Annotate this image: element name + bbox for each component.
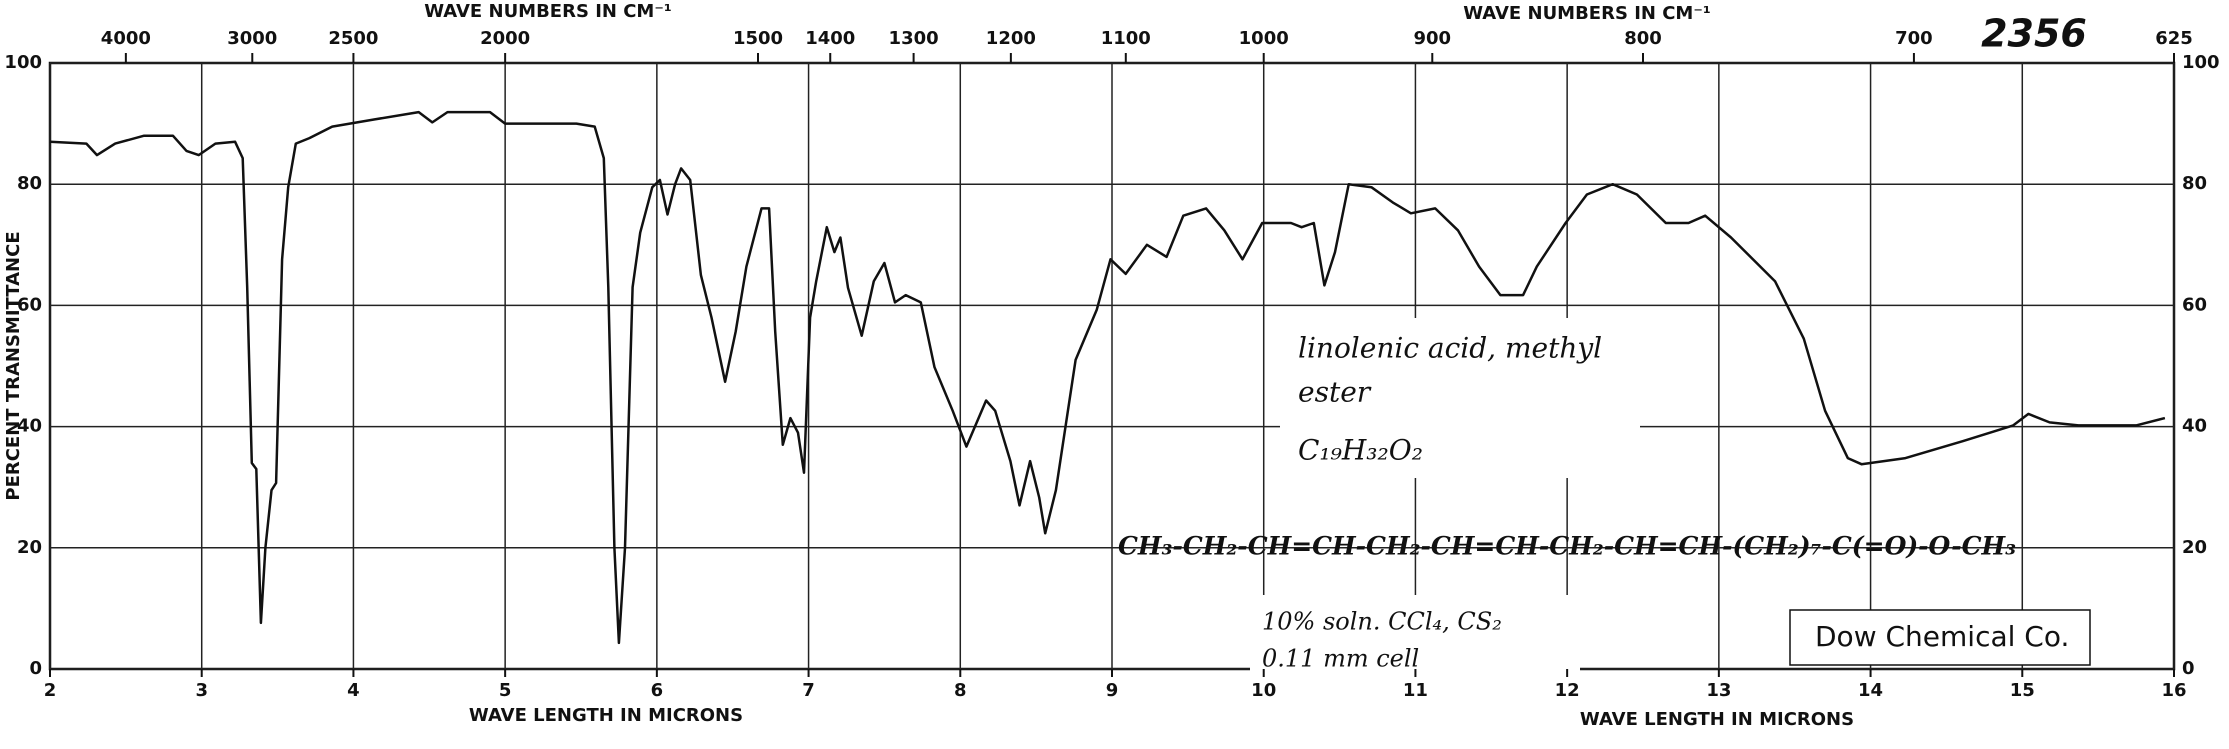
annotation: C₁₉H₃₂O₂	[1298, 434, 1423, 467]
y-tick-label: 100	[2182, 52, 2220, 73]
x-tick-label: 6	[651, 680, 664, 701]
x2-axis-title: WAVE NUMBERS IN CM⁻¹	[1463, 3, 1710, 24]
x-tick-label: 2	[44, 680, 57, 701]
x2-tick-label: 700	[1895, 28, 1933, 49]
x2-tick-label: 2000	[480, 28, 530, 49]
annotation: 0.11 mm cell	[1262, 645, 1419, 673]
x2-axis-title: WAVE NUMBERS IN CM⁻¹	[424, 1, 671, 22]
x2-tick-label: 4000	[101, 28, 151, 49]
x-tick-label: 12	[1555, 680, 1580, 701]
y-tick-label: 40	[2182, 416, 2207, 437]
x-axis-title: WAVE LENGTH IN MICRONS	[469, 705, 743, 726]
y-tick-label: 20	[17, 537, 42, 558]
y-tick-label: 60	[17, 294, 42, 315]
x-tick-label: 13	[1706, 680, 1731, 701]
x2-tick-label: 1100	[1101, 28, 1151, 49]
annotation: CH₃-CH₂-CH=CH-CH₂-CH=CH-CH₂-CH=CH-(CH₂)₇…	[1118, 532, 2016, 561]
y-axis-title: PERCENT TRANSMITTANCE	[3, 231, 24, 500]
y-tick-label: 40	[17, 416, 42, 437]
x2-tick-label: 2500	[328, 28, 378, 49]
annotation: linolenic acid, methyl	[1298, 332, 1602, 365]
y-tick-label: 80	[2182, 173, 2207, 194]
x-tick-label: 14	[1858, 680, 1883, 701]
annotation: 10% soln. CCl₄, CS₂	[1262, 608, 1502, 636]
annotation: Dow Chemical Co.	[1815, 620, 2069, 653]
x2-tick-label: 1300	[889, 28, 939, 49]
y-tick-label: 20	[2182, 537, 2207, 558]
x-tick-label: 8	[954, 680, 967, 701]
annotation-box	[1280, 318, 1640, 478]
x-tick-label: 5	[499, 680, 512, 701]
x2-tick-label: 1000	[1239, 28, 1289, 49]
annotation: ester	[1298, 376, 1372, 409]
spectrum-line	[49, 110, 2166, 645]
y-tick-label: 0	[2182, 658, 2195, 679]
x-axis-title: WAVE LENGTH IN MICRONS	[1580, 709, 1854, 730]
y-tick-label: 0	[29, 658, 42, 679]
x2-tick-label: 3000	[227, 28, 277, 49]
x-tick-label: 3	[195, 680, 208, 701]
y-tick-label: 60	[2182, 294, 2207, 315]
x2-tick-label: 1500	[733, 28, 783, 49]
x-tick-label: 7	[802, 680, 815, 701]
annotation-box	[1789, 609, 2091, 666]
x-tick-label: 4	[347, 680, 360, 701]
x-tick-label: 9	[1106, 680, 1119, 701]
x2-tick-label: 900	[1413, 28, 1451, 49]
x-tick-label: 10	[1251, 680, 1276, 701]
x-tick-label: 16	[2161, 680, 2186, 701]
spectrum-number: 2356	[1981, 12, 2087, 56]
annotation-box	[1250, 595, 1580, 675]
x-tick-label: 11	[1403, 680, 1428, 701]
x2-tick-label: 625	[2155, 28, 2193, 49]
x-tick-label: 15	[2010, 680, 2035, 701]
y-tick-label: 100	[4, 52, 42, 73]
x2-tick-label: 1200	[986, 28, 1036, 49]
x2-tick-label: 800	[1624, 28, 1662, 49]
y-tick-label: 80	[17, 173, 42, 194]
x2-tick-label: 1400	[805, 28, 855, 49]
